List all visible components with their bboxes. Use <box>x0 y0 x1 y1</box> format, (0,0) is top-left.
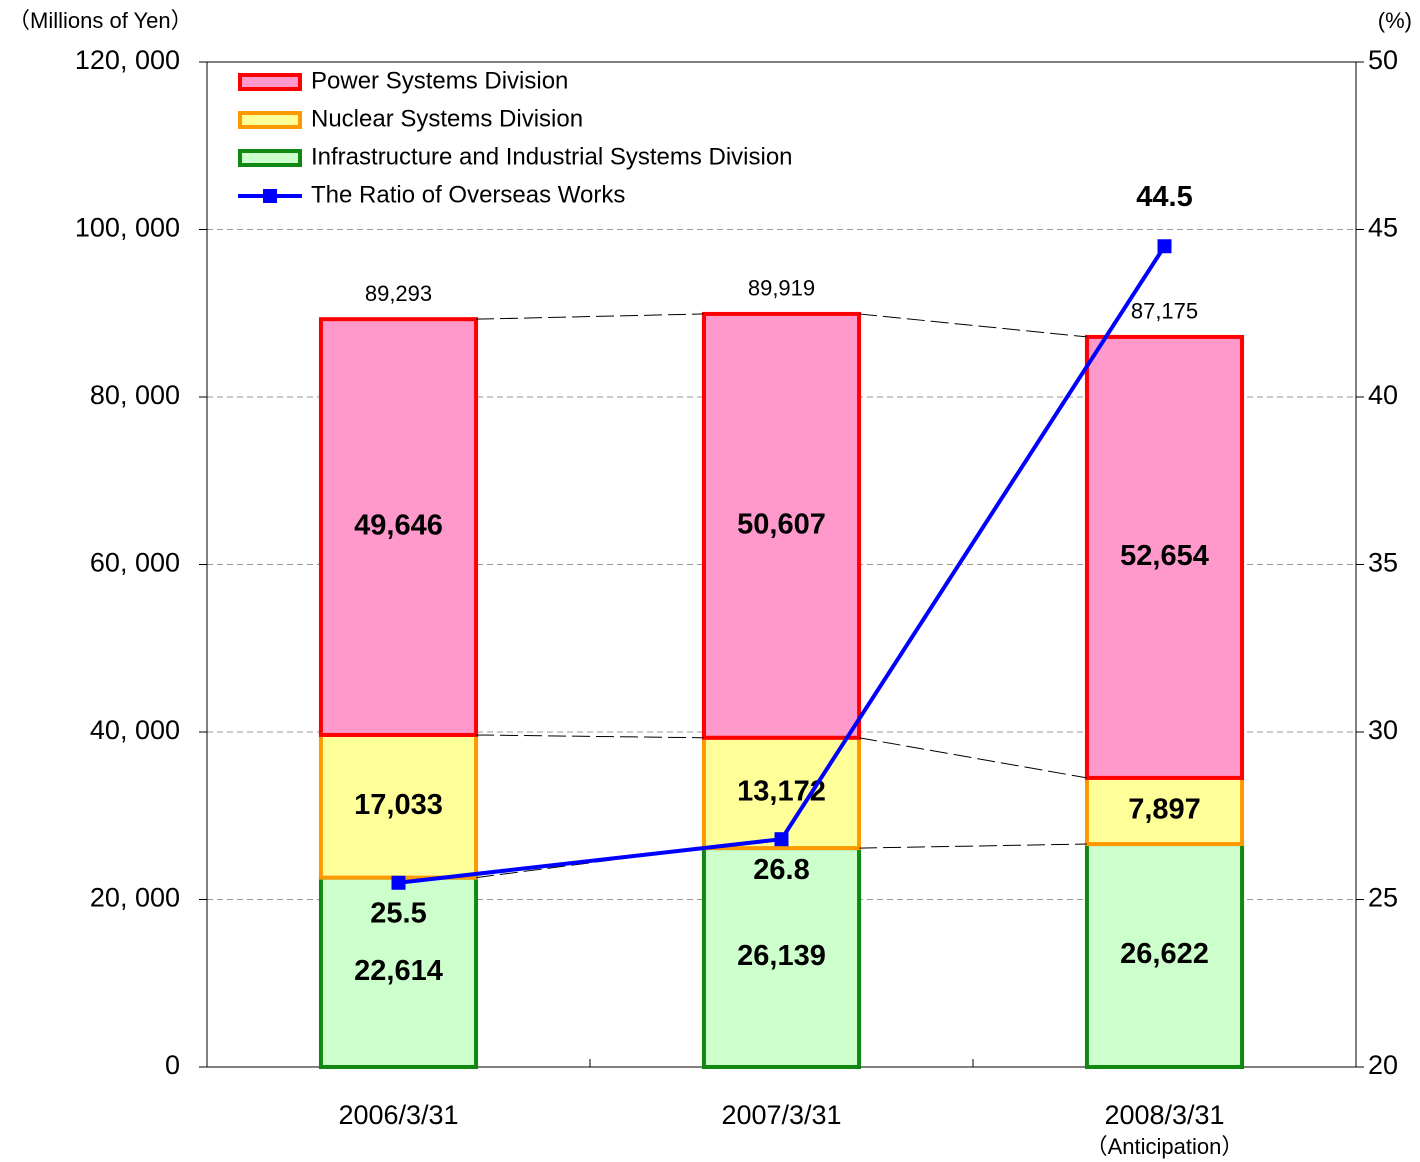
bar-segment <box>1084 775 1245 847</box>
y-axis-label: （Millions of Yen） <box>8 8 193 33</box>
ratio-marker <box>1157 239 1172 254</box>
total-label: 87,175 <box>1131 299 1198 324</box>
y2-tick-label: 30 <box>1368 715 1398 745</box>
bar-segment <box>1084 334 1245 780</box>
y2-tick-label: 40 <box>1368 380 1398 410</box>
bar-value-label: 26,139 <box>737 940 826 972</box>
ratio-label: 25.5 <box>370 897 426 929</box>
legend-label: Nuclear Systems Division <box>311 105 583 132</box>
bar-value-label: 50,607 <box>737 509 826 541</box>
legend-swatch <box>238 73 302 91</box>
x-tick-label: 2007/3/31 <box>721 1100 841 1130</box>
x-tick-label: 2006/3/31 <box>338 1100 458 1130</box>
y2-tick-label: 25 <box>1368 883 1398 913</box>
y-tick-label: 0 <box>165 1050 180 1080</box>
bar-segment <box>701 846 862 1069</box>
bar-value-label: 52,654 <box>1120 540 1209 572</box>
legend-label: Power Systems Division <box>311 67 568 94</box>
legend-label: The Ratio of Overseas Works <box>311 181 625 208</box>
total-label: 89,293 <box>365 281 432 306</box>
ratio-marker <box>391 875 406 890</box>
y2-axis-label: (%) <box>1378 8 1412 33</box>
bar-value-label: 22,614 <box>354 955 443 987</box>
bar-segment <box>1084 842 1245 1070</box>
y-tick-label: 20, 000 <box>90 883 180 913</box>
ratio-label: 44.5 <box>1136 181 1192 213</box>
legend-label: Infrastructure and Industrial Systems Di… <box>311 143 793 170</box>
y-tick-label: 40, 000 <box>90 715 180 745</box>
bar-segment <box>318 317 479 737</box>
y-tick-label: 120, 000 <box>75 45 180 75</box>
bar-segment <box>701 311 862 740</box>
bar-value-label: 49,646 <box>354 510 443 542</box>
y-tick-label: 100, 000 <box>75 213 180 243</box>
x-annotation: （Anticipation） <box>1086 1134 1244 1159</box>
connector-line <box>859 843 1087 849</box>
legend-swatch <box>238 111 302 129</box>
bar-value-label: 26,622 <box>1120 938 1209 970</box>
legend-swatch <box>238 149 302 167</box>
y2-tick-label: 20 <box>1368 1050 1398 1080</box>
connector-line <box>475 847 705 879</box>
y-tick-label: 80, 000 <box>90 380 180 410</box>
y-tick-label: 60, 000 <box>90 548 180 578</box>
legend-marker <box>263 189 277 203</box>
connector-line <box>476 734 704 739</box>
ratio-marker <box>774 832 789 847</box>
x-tick-label: 2008/3/31 <box>1104 1100 1224 1130</box>
connector-line <box>859 313 1087 338</box>
bar-value-label: 17,033 <box>354 789 443 821</box>
connector-line <box>476 313 704 320</box>
connector-line <box>858 737 1088 779</box>
y2-tick-label: 45 <box>1368 213 1398 243</box>
y2-tick-label: 35 <box>1368 548 1398 578</box>
total-label: 89,919 <box>748 276 815 301</box>
y2-tick-label: 50 <box>1368 45 1398 75</box>
ratio-label: 26.8 <box>753 854 809 886</box>
bar-value-label: 7,897 <box>1128 794 1201 826</box>
